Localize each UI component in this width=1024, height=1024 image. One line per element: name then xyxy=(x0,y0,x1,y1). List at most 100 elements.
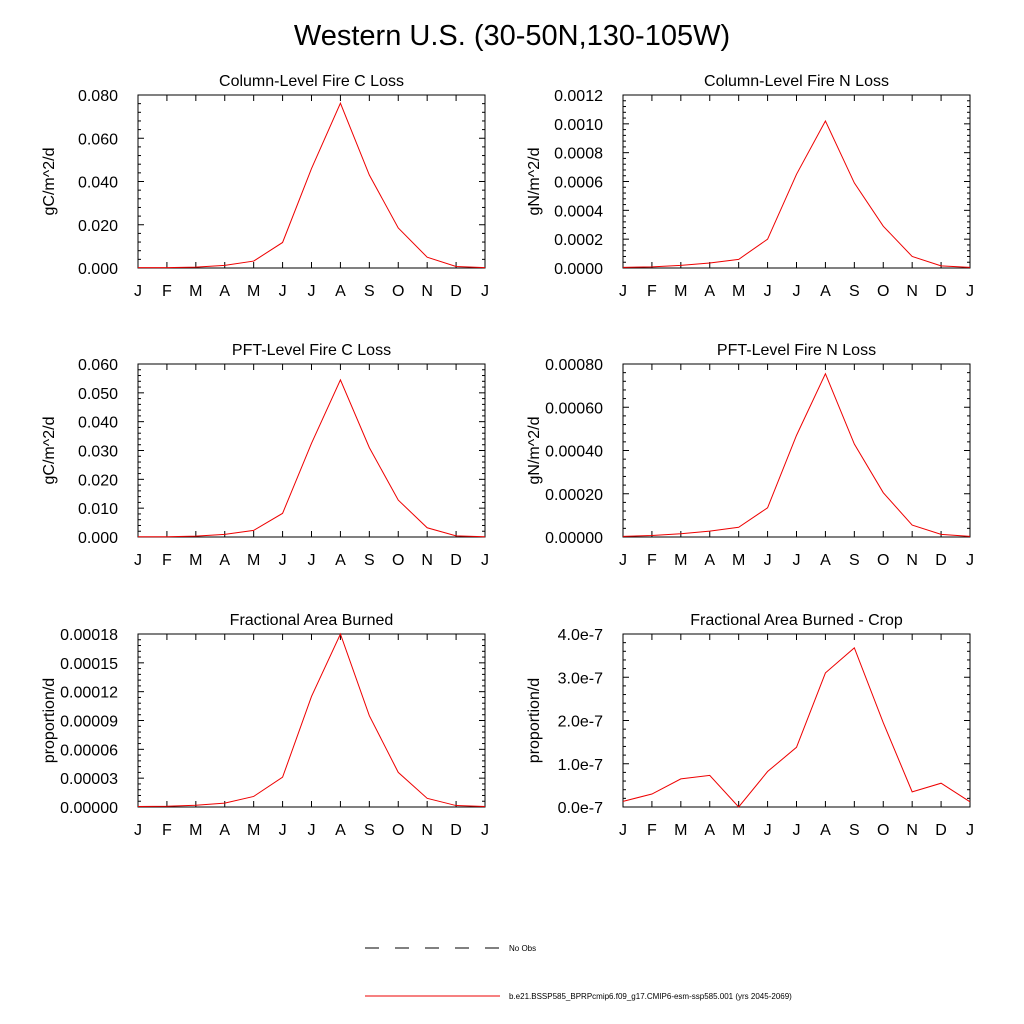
x-tick-label: A xyxy=(335,283,346,300)
y-tick-label: 0.020 xyxy=(78,218,118,235)
y-tick-label: 4.0e-7 xyxy=(558,627,603,644)
y-axis-label: gN/m^2/d xyxy=(526,148,543,216)
y-tick-label: 0.080 xyxy=(78,88,118,105)
x-tick-label: J xyxy=(966,283,974,300)
y-tick-label: 0.00040 xyxy=(545,444,603,461)
chart-panel-4: J F M A M J J A S O N D J0.000000.000200.000400.0006… xyxy=(526,342,974,569)
x-tick-label: M xyxy=(247,552,260,569)
x-tick-label: N xyxy=(421,283,433,300)
x-tick-label: M xyxy=(247,283,260,300)
legend: No Obs b.e21.BSSP585_BPRPcmip6.f09_g17.C… xyxy=(365,944,792,1001)
x-tick-label: D xyxy=(935,283,947,300)
x-tick-label: J xyxy=(793,822,801,839)
y-tick-label: 1.0e-7 xyxy=(558,757,603,774)
x-tick-label: S xyxy=(364,283,375,300)
x-tick-label: J xyxy=(764,283,772,300)
x-tick-label: N xyxy=(906,822,918,839)
chart-title: Fractional Area Burned xyxy=(230,612,394,629)
chart-title: Fractional Area Burned - Crop xyxy=(690,612,903,629)
x-tick-label: D xyxy=(935,552,947,569)
y-axis-label: proportion/d xyxy=(526,678,543,763)
x-tick-label: A xyxy=(820,552,831,569)
x-tick-label: J xyxy=(481,283,489,300)
chart-panel-3: J F M A M J J A S O N D J0.0000.0100.0200.0300.0400.… xyxy=(41,342,489,569)
y-tick-label: 0.0006 xyxy=(554,175,603,192)
plot-frame xyxy=(137,633,486,808)
x-tick-label: J xyxy=(134,283,142,300)
series-line xyxy=(622,646,971,808)
x-tick-label: O xyxy=(392,283,404,300)
y-tick-label: 0.040 xyxy=(78,175,118,192)
chart-panel-2: J F M A M J J A S O N D J0.00000.00020.00040.00060.0… xyxy=(526,73,974,300)
x-tick-label: F xyxy=(162,283,172,300)
plot-frame xyxy=(622,94,971,269)
x-tick-label: J xyxy=(619,552,627,569)
x-tick-label: M xyxy=(189,283,202,300)
x-tick-label: J xyxy=(793,552,801,569)
y-tick-label: 0.0010 xyxy=(554,117,603,134)
x-tick-label: A xyxy=(219,822,230,839)
y-tick-label: 0.00000 xyxy=(60,800,118,817)
y-tick-label: 0.000 xyxy=(78,530,118,547)
x-tick-label: D xyxy=(450,822,462,839)
y-tick-label: 0.0002 xyxy=(554,232,603,249)
chart-title: PFT-Level Fire N Loss xyxy=(717,342,876,359)
y-tick-label: 0.00020 xyxy=(545,487,603,504)
chart-panel-6: J F M A M J J A S O N D J0.0e-71.0e-72.0e-73.0e-74.0… xyxy=(526,612,974,839)
x-tick-label: A xyxy=(219,283,230,300)
y-axis-label: gC/m^2/d xyxy=(41,148,58,216)
x-tick-label: J xyxy=(619,822,627,839)
x-tick-label: J xyxy=(619,283,627,300)
x-tick-label: M xyxy=(247,822,260,839)
y-tick-label: 0.0008 xyxy=(554,146,603,163)
x-tick-label: M xyxy=(732,822,745,839)
x-tick-label: F xyxy=(647,283,657,300)
x-tick-label: M xyxy=(189,552,202,569)
y-tick-label: 0.020 xyxy=(78,472,118,489)
x-tick-label: J xyxy=(764,822,772,839)
x-tick-label: F xyxy=(647,552,657,569)
x-tick-label: J xyxy=(481,822,489,839)
y-tick-label: 0.0e-7 xyxy=(558,800,603,817)
x-tick-label: A xyxy=(704,552,715,569)
figure-title: Western U.S. (30-50N,130-105W) xyxy=(293,20,731,52)
x-tick-label: D xyxy=(450,283,462,300)
chart-panel-5: J F M A M J J A S O N D J0.000000.000030.000060.0000… xyxy=(41,612,489,839)
chart-title: PFT-Level Fire C Loss xyxy=(232,342,391,359)
x-tick-label: M xyxy=(674,552,687,569)
x-tick-label: J xyxy=(308,552,316,569)
chart-title: Column-Level Fire N Loss xyxy=(704,73,889,90)
x-tick-label: N xyxy=(421,552,433,569)
series-line xyxy=(138,378,486,538)
x-tick-label: J xyxy=(481,552,489,569)
x-tick-label: F xyxy=(647,822,657,839)
y-axis-label: gN/m^2/d xyxy=(526,417,543,485)
y-tick-label: 2.0e-7 xyxy=(558,714,603,731)
y-tick-label: 0.0000 xyxy=(554,261,603,278)
chart-panel-1: J F M A M J J A S O N D J0.0000.0200.0400.0600.080Co… xyxy=(41,73,489,300)
x-tick-label: M xyxy=(674,283,687,300)
plot-frame xyxy=(622,633,971,808)
y-tick-label: 0.040 xyxy=(78,415,118,432)
x-tick-label: S xyxy=(849,552,860,569)
y-tick-label: 0.00060 xyxy=(545,400,603,417)
y-axis-label: proportion/d xyxy=(41,678,58,763)
y-tick-label: 0.00006 xyxy=(60,742,118,759)
x-tick-label: J xyxy=(279,283,287,300)
x-tick-label: J xyxy=(764,552,772,569)
y-tick-label: 0.0012 xyxy=(554,88,603,105)
x-tick-label: A xyxy=(820,822,831,839)
y-tick-label: 0.060 xyxy=(78,131,118,148)
series-line xyxy=(138,101,486,269)
x-tick-label: A xyxy=(335,822,346,839)
y-tick-label: 0.00003 xyxy=(60,771,118,788)
x-tick-label: A xyxy=(219,552,230,569)
plot-frame xyxy=(137,363,486,538)
y-tick-label: 0.000 xyxy=(78,261,118,278)
x-tick-label: O xyxy=(877,283,889,300)
x-tick-label: A xyxy=(704,283,715,300)
x-tick-label: J xyxy=(966,552,974,569)
x-tick-label: J xyxy=(279,822,287,839)
x-tick-label: S xyxy=(849,283,860,300)
